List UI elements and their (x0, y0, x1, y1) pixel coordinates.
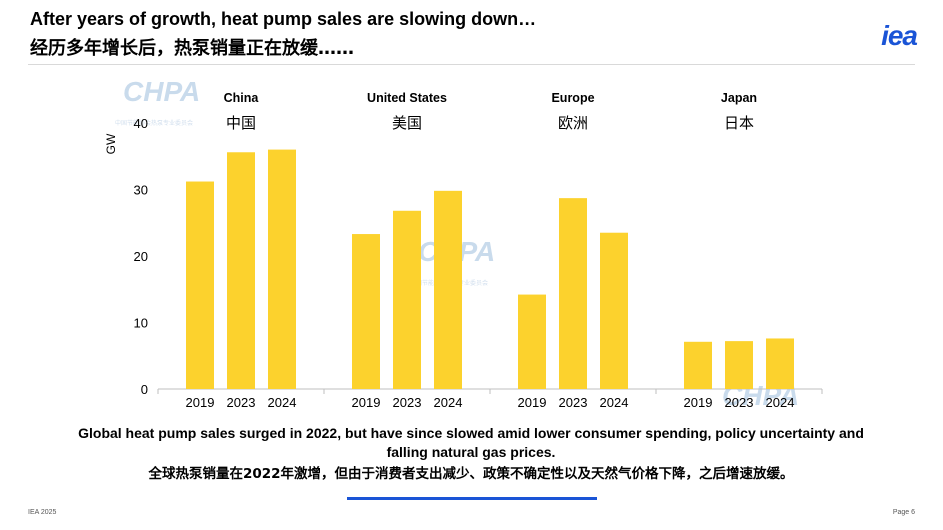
group-label-en: China (224, 91, 260, 105)
x-tick-label: 2023 (725, 395, 754, 410)
y-tick-label: 0 (141, 382, 148, 397)
heat-pump-sales-chart: 0 10 20 30 40 GW China 中国 2019 2023 2024 United Sta… (104, 91, 823, 410)
bar (227, 152, 255, 389)
group-label-en: Japan (721, 91, 757, 105)
x-tick-label: 2019 (684, 395, 713, 410)
bar (600, 232, 628, 389)
accent-bar (347, 497, 597, 500)
footer-source: IEA 2025 (28, 509, 57, 516)
bar (352, 234, 380, 389)
bar (518, 294, 546, 389)
bar (434, 190, 462, 389)
bar (393, 210, 421, 389)
x-tick-label: 2023 (393, 395, 422, 410)
iea-logo: iea (881, 20, 918, 51)
y-tick-label: 30 (134, 183, 148, 198)
x-tick-label: 2019 (186, 395, 215, 410)
bar (186, 181, 214, 389)
x-tick-label: 2023 (559, 395, 588, 410)
bar (268, 149, 296, 389)
footer-page-number: Page 6 (892, 509, 915, 516)
group-label-zh: 欧洲 (558, 114, 588, 132)
group-label-zh: 日本 (724, 114, 754, 132)
y-tick-label: 10 (134, 316, 148, 331)
x-tick-label: 2019 (352, 395, 381, 410)
bar (766, 338, 794, 389)
group-label-zh: 中国 (226, 114, 256, 132)
slide-title-zh: 经历多年增长后，热泵销量正在放缓…… (30, 38, 354, 59)
bar (725, 341, 753, 389)
slide-title-en: After years of growth, heat pump sales a… (30, 9, 537, 29)
bar (559, 198, 587, 389)
chpa-watermark-sub-1: 中国节能协会热泵专业委员会 (115, 120, 194, 127)
x-tick-label: 2024 (434, 395, 463, 410)
group-label-en: Europe (551, 91, 594, 105)
y-axis-label: GW (104, 133, 118, 154)
x-tick-label: 2019 (518, 395, 547, 410)
x-tick-label: 2023 (227, 395, 256, 410)
group-label-zh: 美国 (392, 114, 422, 132)
caption-en: Global heat pump sales surged in 2022, b… (78, 425, 864, 460)
group-label-en: United States (367, 91, 447, 105)
chpa-watermark-1: CHPA (123, 76, 201, 107)
header-divider (28, 64, 915, 65)
x-tick-label: 2024 (600, 395, 629, 410)
x-tick-label: 2024 (268, 395, 297, 410)
x-tick-label: 2024 (766, 395, 795, 410)
caption-zh: 全球热泵销量在2022年激增，但由于消费者支出减少、政策不确定性以及天然气价格下… (148, 466, 794, 482)
y-tick-label: 20 (134, 249, 148, 264)
bar (684, 341, 712, 389)
y-tick-label: 40 (134, 116, 148, 131)
